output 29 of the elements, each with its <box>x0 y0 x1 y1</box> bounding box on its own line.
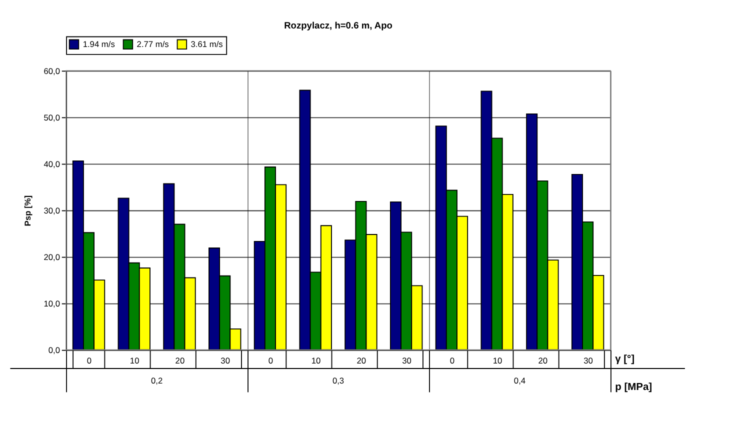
text: p [MPa] <box>615 382 652 393</box>
legend-label: 1.94 m/s <box>82 39 115 50</box>
legend-label: 3.61 m/s <box>190 39 223 50</box>
x-tick-label: 0 <box>86 355 92 366</box>
y-axis-title: Psp [%] <box>22 195 33 226</box>
x-tick-label: 20 <box>356 355 366 366</box>
y-tick-label: 40,0 <box>44 159 60 170</box>
text: 0,2 <box>150 375 163 386</box>
text: 0,4 <box>514 375 526 386</box>
x-tick-label: 0 <box>450 355 455 366</box>
y-tick-label: 30,0 <box>44 206 60 216</box>
x-tick-label: 30 <box>220 355 230 366</box>
x-tick-label: 10 <box>130 355 140 366</box>
x-tick-label: 30 <box>402 355 412 366</box>
y-tick-label: 20,0 <box>44 252 60 262</box>
x-tick-label: 10 <box>492 355 503 366</box>
y-tick-label: 60,0 <box>44 66 60 76</box>
x-tick-label: 30 <box>584 355 594 366</box>
x-tick-label: 20 <box>538 355 548 366</box>
chart-title: Rozpylacz, h=0.6 m, Apo <box>284 20 393 30</box>
x-tick-label: 0 <box>268 355 274 366</box>
y-tick-label: 50,0 <box>44 112 60 122</box>
x-tick-label: 10 <box>311 355 322 366</box>
text: 0,3 <box>332 375 344 386</box>
x-tick-label: 20 <box>175 355 185 366</box>
x-axis-title: γ [°] <box>615 354 635 365</box>
y-tick-label: 10,0 <box>44 298 60 309</box>
legend-label: 2.77 m/s <box>136 39 169 50</box>
y-tick-label: 0,0 <box>48 345 60 356</box>
